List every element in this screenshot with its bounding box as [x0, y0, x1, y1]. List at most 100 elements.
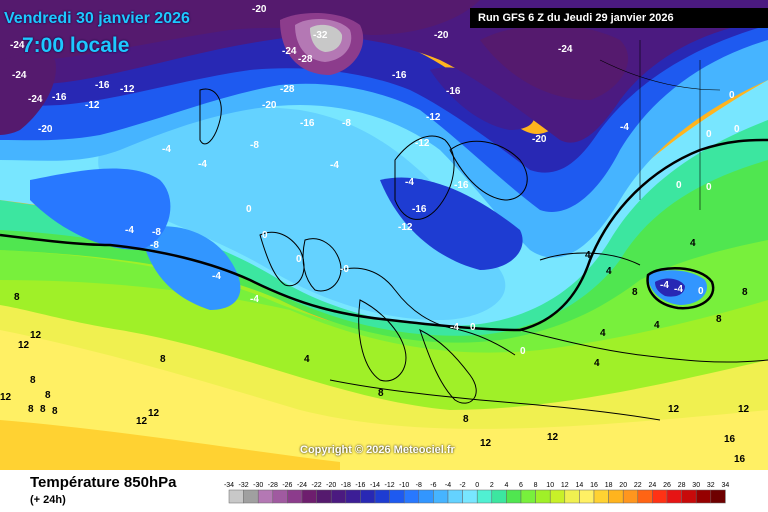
- scale-swatch: [564, 489, 580, 504]
- map-label: 8: [632, 287, 638, 298]
- map-label: -4: [198, 159, 207, 170]
- scale-swatch: [257, 489, 274, 504]
- scale-swatch: [637, 489, 653, 504]
- map-label: 8: [160, 354, 166, 365]
- map-label: 12: [136, 416, 148, 427]
- copyright: Copyright © 2026 Meteociel.fr: [300, 444, 455, 456]
- scale-tick: -8: [416, 482, 422, 489]
- map-label: 0: [470, 322, 476, 333]
- scale-swatch: [593, 489, 609, 504]
- map-label: -4: [405, 177, 414, 188]
- map-label: 12: [148, 408, 160, 419]
- map-label: -20: [434, 30, 449, 41]
- scale-swatch: [476, 489, 493, 504]
- scale-tick: -16: [355, 482, 365, 489]
- map-label: 16: [724, 434, 736, 445]
- map-label: -12: [398, 222, 413, 233]
- scale-swatch: [330, 489, 347, 504]
- map-label: -4: [450, 322, 459, 333]
- scale-tick: -28: [268, 482, 278, 489]
- map-label: 8: [14, 292, 20, 303]
- scale-swatch: [506, 489, 522, 504]
- map-label: 12: [0, 392, 12, 403]
- scale-tick: 28: [678, 482, 686, 489]
- scale-tick: 10: [546, 482, 554, 489]
- map-label: 12: [668, 404, 680, 415]
- map-label: -4: [330, 160, 339, 171]
- map-label: 8: [30, 375, 36, 386]
- map-label: 16: [734, 454, 746, 465]
- scale-swatch: [652, 489, 668, 504]
- scale-tick: -34: [224, 482, 234, 489]
- scale-swatch: [228, 489, 244, 504]
- map-label: -0: [340, 264, 349, 275]
- scale-swatch: [403, 489, 420, 504]
- map-label: 0: [296, 254, 302, 265]
- map-label: -24: [12, 70, 27, 81]
- map-label: 8: [52, 406, 58, 417]
- run-info: Run GFS 6 Z du Jeudi 29 janvier 2026: [470, 8, 768, 28]
- forecast-date: Vendredi 30 janvier 2026: [4, 10, 190, 27]
- map-label: 8: [378, 388, 384, 399]
- scale-swatch: [535, 489, 551, 504]
- map-label: -16: [300, 118, 315, 129]
- map-label: 12: [547, 432, 559, 443]
- scale-tick: 34: [722, 482, 730, 489]
- scale-swatch: [666, 489, 682, 504]
- scale-swatch: [491, 489, 507, 504]
- scale-swatch: [549, 489, 566, 504]
- scale-tick: -20: [326, 482, 336, 489]
- map-label: 8: [45, 390, 51, 401]
- scale-swatch: [272, 489, 288, 504]
- scale-tick: -10: [399, 482, 409, 489]
- scale-swatch: [462, 489, 478, 504]
- scale-tick: 20: [619, 482, 627, 489]
- scale-tick: 2: [490, 482, 494, 489]
- map-label: 12: [738, 404, 750, 415]
- scale-tick: 16: [590, 482, 598, 489]
- map-label: -8: [342, 118, 351, 129]
- scale-swatch: [447, 489, 463, 504]
- temperature-map: -24 -24 -24 -16 -16 -12 -12 -20 -20 -24 …: [0, 0, 768, 470]
- map-label: 0: [520, 346, 526, 357]
- map-label: 8: [716, 314, 722, 325]
- map-label: -4: [125, 225, 134, 236]
- scale-tick: -4: [445, 482, 451, 489]
- map-label: 4: [654, 320, 660, 331]
- scale-swatch: [418, 489, 434, 504]
- scale-swatch: [243, 489, 259, 504]
- map-label: -28: [280, 84, 295, 95]
- scale-swatch: [301, 489, 317, 504]
- scale-tick: 14: [576, 482, 584, 489]
- scale-swatch: [608, 489, 624, 504]
- scale-swatch: [374, 489, 390, 504]
- scale-tick: -12: [385, 482, 395, 489]
- scale-swatch: [345, 489, 361, 504]
- map-label: -16: [454, 180, 469, 191]
- map-label: -4: [660, 280, 669, 291]
- map-label: 8: [28, 404, 34, 415]
- map-label: -4: [674, 284, 683, 295]
- map-label: 0: [706, 182, 712, 193]
- map-label: -24: [28, 94, 43, 105]
- legend-title: Température 850hPa: [30, 474, 177, 491]
- scale-tick: 32: [707, 482, 715, 489]
- scale-tick: -2: [459, 482, 465, 489]
- scale-tick: -18: [341, 482, 351, 489]
- scale-swatch: [681, 489, 697, 504]
- map-label: -24: [282, 46, 297, 57]
- map-label: 4: [304, 354, 310, 365]
- scale-tick: -22: [312, 482, 322, 489]
- map-label: -16: [412, 204, 427, 215]
- map-label: 12: [480, 438, 492, 449]
- map-label: 12: [30, 330, 42, 341]
- map-label: 0: [676, 180, 682, 191]
- map-label: -20: [252, 4, 267, 15]
- map-label: 0: [729, 90, 735, 101]
- map-label: -32: [313, 30, 328, 41]
- scale-tick: -6: [430, 482, 436, 489]
- scale-swatch: [433, 489, 449, 504]
- scale-tick: 18: [605, 482, 613, 489]
- map-label: -4: [250, 294, 259, 305]
